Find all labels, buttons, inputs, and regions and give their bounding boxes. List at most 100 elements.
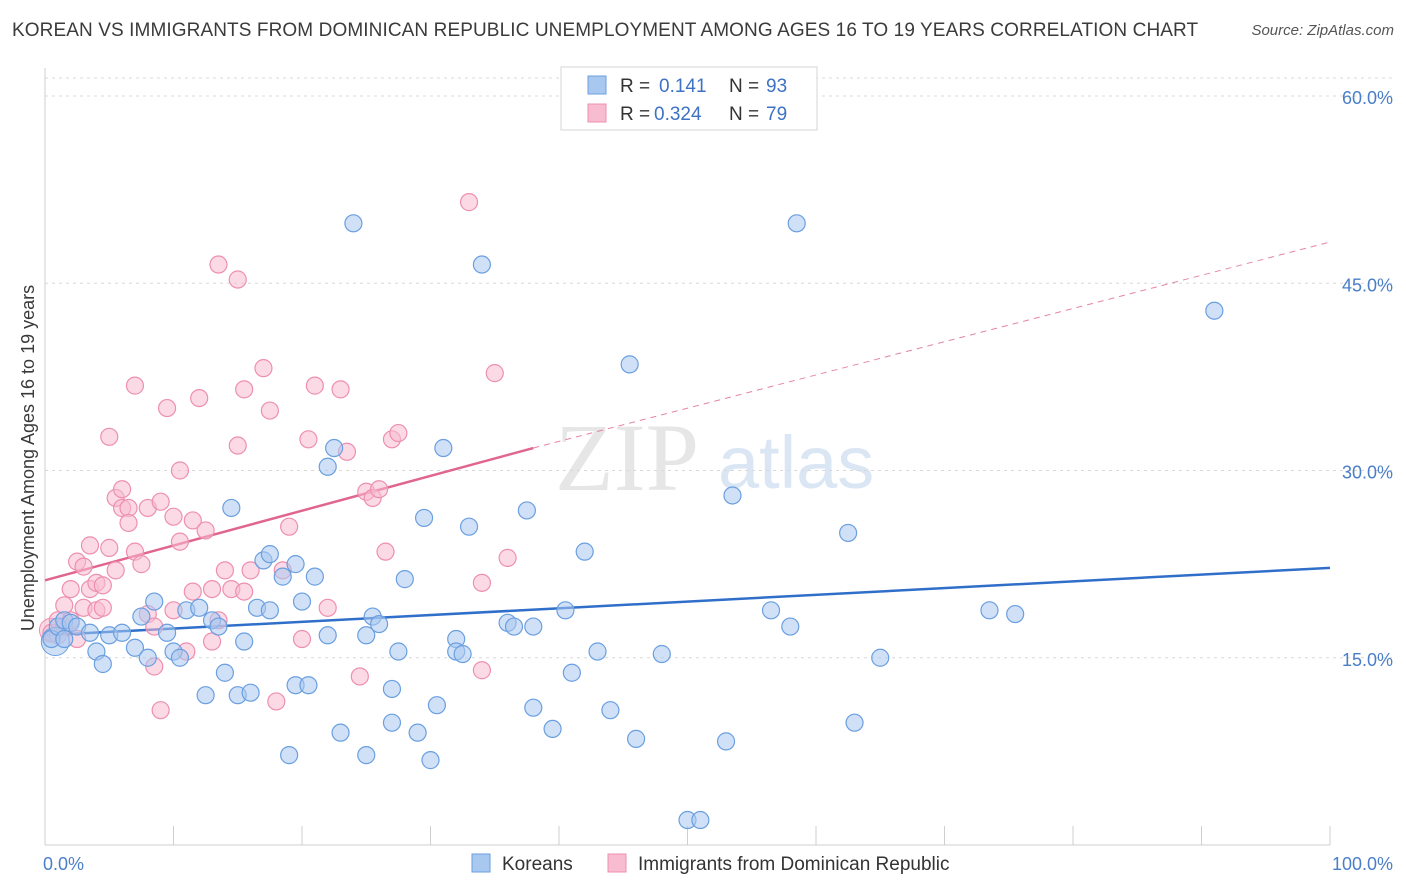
y-axis-label: Unemployment Among Ages 16 to 19 years [18, 285, 38, 631]
dominican-point [292, 629, 312, 649]
korean-point [382, 679, 402, 699]
korean-point [389, 642, 408, 661]
dominican-point [235, 582, 254, 601]
legend-n-value-koreans: 93 [766, 76, 787, 97]
korean-point [562, 663, 581, 682]
y-tick-label: 15.0% [1342, 650, 1393, 670]
dominican-point [190, 388, 209, 408]
korean-point [601, 701, 620, 720]
korean-point [524, 698, 543, 717]
legend-swatch-koreans [587, 75, 607, 95]
korean-point [292, 592, 312, 611]
korean-point [318, 626, 337, 645]
legend-r-value-dominican: 0.324 [654, 104, 702, 125]
legend-r-label-koreans: R = [620, 76, 650, 97]
korean-point [318, 457, 337, 476]
dominican-point [132, 555, 151, 574]
dominican-point [183, 511, 202, 530]
korean-point [273, 567, 292, 586]
chart-source: Source: ZipAtlas.com [1251, 22, 1394, 39]
korean-point [344, 214, 363, 233]
dominican-point [389, 423, 408, 443]
dominican-point [106, 561, 125, 580]
korean-point [839, 523, 858, 543]
bottom-legend-swatch-dominican [607, 853, 627, 873]
korean-point [305, 567, 324, 586]
korean-point [55, 629, 74, 649]
dominican-point [112, 480, 132, 499]
korean-point [453, 644, 472, 664]
dominican-trend-line [44, 446, 534, 582]
korean-point [408, 723, 427, 742]
korean-point [434, 438, 453, 458]
watermark-zip: ZIP [555, 404, 699, 511]
korean-point [170, 648, 190, 667]
dominican-point [61, 579, 80, 599]
legend-r-label-dominican: R = [620, 104, 650, 125]
korean-point [157, 623, 177, 642]
dominican-points [38, 193, 517, 720]
dominican-point [459, 193, 479, 212]
korean-point [652, 644, 671, 664]
legend-n-value-dominican: 79 [766, 104, 787, 125]
korean-point [787, 214, 806, 233]
korean-point [260, 601, 279, 620]
korean-point [761, 601, 781, 620]
dominican-point [119, 513, 138, 533]
korean-point [190, 598, 209, 617]
korean-point [1205, 301, 1224, 320]
dominican-point [125, 376, 145, 395]
correlation-legend: R = 0.141 N = 93 R = 0.324 N = 79 [560, 66, 818, 131]
watermark-atlas: atlas [718, 421, 874, 504]
korean-point [112, 623, 132, 642]
dominican-point [170, 461, 190, 480]
y-tick-label: 60.0% [1342, 88, 1393, 108]
korean-point [331, 723, 350, 742]
dominican-point [151, 492, 170, 511]
korean-point [145, 592, 164, 611]
korean-point [504, 617, 524, 636]
dominican-point [80, 536, 100, 555]
dominican-point [196, 521, 215, 540]
dominican-point [202, 632, 222, 651]
korean-point [459, 517, 479, 536]
dominican-point [350, 667, 369, 686]
dominican-point [100, 538, 119, 557]
dominican-point [260, 401, 279, 420]
trend-lines [44, 241, 1331, 637]
korean-point [472, 255, 491, 274]
korean-point [382, 713, 402, 732]
legend-swatch-dominican [587, 103, 607, 123]
dominican-point [241, 561, 260, 580]
dominican-point [472, 661, 491, 680]
korean-point [299, 676, 318, 695]
korean-point [781, 617, 800, 636]
korean-point [370, 614, 389, 634]
korean-point [357, 626, 376, 645]
dominican-point [93, 576, 112, 595]
dominican-point [280, 517, 299, 536]
korean-point [414, 508, 434, 528]
korean-point [691, 810, 710, 830]
dominican-point [498, 548, 517, 567]
dominican-trend-extension [533, 241, 1331, 449]
korean-point [286, 555, 305, 574]
series-legend: Koreans Immigrants from Dominican Republ… [471, 853, 950, 875]
x-tick-label: 0.0% [43, 854, 84, 874]
korean-point [357, 746, 376, 765]
korean-point [280, 746, 299, 765]
dominican-point [164, 507, 183, 526]
korean-point [620, 355, 639, 374]
legend-r-value-koreans: 0.141 [659, 76, 707, 97]
korean-point [215, 663, 234, 682]
korean-point [980, 601, 999, 620]
korean-points [40, 214, 1224, 830]
dominican-point [209, 255, 228, 274]
korean-point [1006, 604, 1025, 624]
korean-point [723, 486, 742, 505]
korean-point [588, 642, 607, 661]
dominican-point [228, 270, 247, 289]
korean-point [138, 648, 157, 667]
chart-title: KOREAN VS IMMIGRANTS FROM DOMINICAN REPU… [12, 20, 1199, 41]
